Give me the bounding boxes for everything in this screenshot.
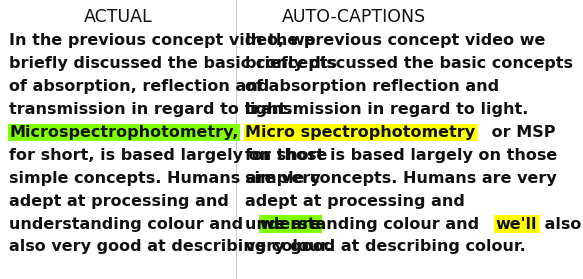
Text: or MSP: or MSP bbox=[486, 125, 555, 140]
Text: of absorption reflection and: of absorption reflection and bbox=[245, 79, 500, 94]
Text: understanding colour and: understanding colour and bbox=[245, 217, 485, 232]
Text: of absorption, reflection and: of absorption, reflection and bbox=[9, 79, 270, 94]
Text: In the previous concept video, we: In the previous concept video, we bbox=[9, 33, 316, 49]
Text: also: also bbox=[539, 217, 581, 232]
Text: very good at describing colour.: very good at describing colour. bbox=[245, 239, 526, 254]
Text: briefly discussed the basic concepts: briefly discussed the basic concepts bbox=[9, 56, 338, 71]
Text: briefly discussed the basic concepts: briefly discussed the basic concepts bbox=[245, 56, 573, 71]
Text: simple concepts. Humans are very: simple concepts. Humans are very bbox=[245, 171, 557, 186]
Text: AUTO-CAPTIONS: AUTO-CAPTIONS bbox=[282, 8, 426, 27]
Text: or MSP: or MSP bbox=[249, 125, 318, 140]
Text: ACTUAL: ACTUAL bbox=[83, 8, 152, 27]
Text: simple concepts. Humans are very: simple concepts. Humans are very bbox=[9, 171, 321, 186]
Text: adept at processing and: adept at processing and bbox=[9, 194, 229, 209]
Text: adept at processing and: adept at processing and bbox=[245, 194, 465, 209]
Text: also very good at describing colour.: also very good at describing colour. bbox=[9, 239, 332, 254]
Text: understanding colour and: understanding colour and bbox=[9, 217, 249, 232]
Text: transmission in regard to light.: transmission in regard to light. bbox=[245, 102, 529, 117]
Text: for short is based largely on those: for short is based largely on those bbox=[245, 148, 557, 163]
Text: Microspectrophotometry,: Microspectrophotometry, bbox=[9, 125, 239, 140]
Text: we'll: we'll bbox=[496, 217, 538, 232]
Text: transmission in regard to light.: transmission in regard to light. bbox=[9, 102, 293, 117]
Text: In the previous concept video we: In the previous concept video we bbox=[245, 33, 546, 49]
Text: Micro spectrophotometry: Micro spectrophotometry bbox=[245, 125, 476, 140]
Text: we are: we are bbox=[260, 217, 321, 232]
Text: for short, is based largely on those: for short, is based largely on those bbox=[9, 148, 328, 163]
